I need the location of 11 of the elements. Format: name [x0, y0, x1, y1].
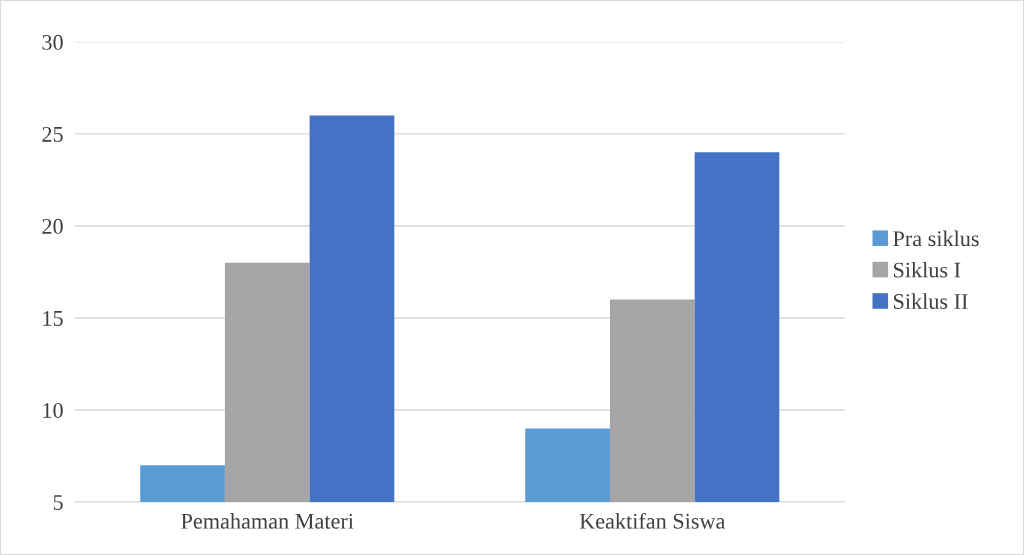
legend-label: Siklus I: [893, 261, 961, 278]
y-tick-label: 25: [42, 126, 63, 142]
y-tick-label: 20: [42, 218, 63, 234]
x-tick-label: Keaktifan Siswa: [579, 512, 726, 529]
legend-label: Pra siklus: [893, 230, 979, 247]
y-tick-label: 10: [43, 402, 63, 418]
legend-label: Siklus II: [893, 293, 968, 309]
y-tick-label: 15: [43, 311, 63, 326]
y-tick-label: 5: [53, 495, 63, 510]
x-tick-label: Pemahaman Materi: [181, 513, 354, 529]
y-tick-label: 30: [42, 34, 63, 50]
